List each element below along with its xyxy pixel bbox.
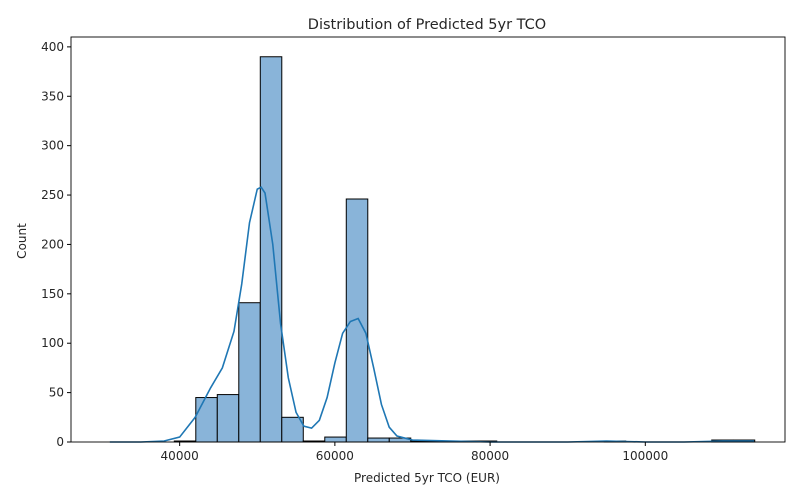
x-axis-title: Predicted 5yr TCO (EUR) xyxy=(354,471,500,485)
chart-title: Distribution of Predicted 5yr TCO xyxy=(308,17,546,33)
histogram-bar xyxy=(324,436,347,443)
histogram-bar xyxy=(216,394,240,443)
plot-frame xyxy=(70,36,786,443)
x-tick-label: 40000 xyxy=(161,449,199,463)
x-tick-label: 100000 xyxy=(622,449,668,463)
y-tick-label: 50 xyxy=(49,386,64,400)
histogram-bar xyxy=(367,437,390,443)
histogram-bar xyxy=(238,302,261,443)
histogram-bar xyxy=(195,397,218,443)
histogram-bar xyxy=(345,198,369,443)
histogram-bars xyxy=(173,56,756,443)
x-axis: 40000 60000 80000 100000 xyxy=(161,442,668,463)
x-tick-label: 60000 xyxy=(316,449,354,463)
x-tick-label: 80000 xyxy=(471,449,509,463)
y-tick-label: 350 xyxy=(41,89,64,103)
y-tick-label: 400 xyxy=(41,40,64,54)
y-tick-label: 150 xyxy=(41,287,64,301)
y-tick-label: 0 xyxy=(56,435,64,449)
histogram-bar xyxy=(259,56,283,443)
y-tick-label: 100 xyxy=(41,336,64,350)
y-tick-label: 300 xyxy=(41,139,64,153)
y-tick-label: 250 xyxy=(41,188,64,202)
y-axis-title: Count xyxy=(15,223,29,259)
y-tick-label: 200 xyxy=(41,237,64,251)
y-axis: 0 50 100 150 200 250 300 350 400 xyxy=(41,40,71,449)
